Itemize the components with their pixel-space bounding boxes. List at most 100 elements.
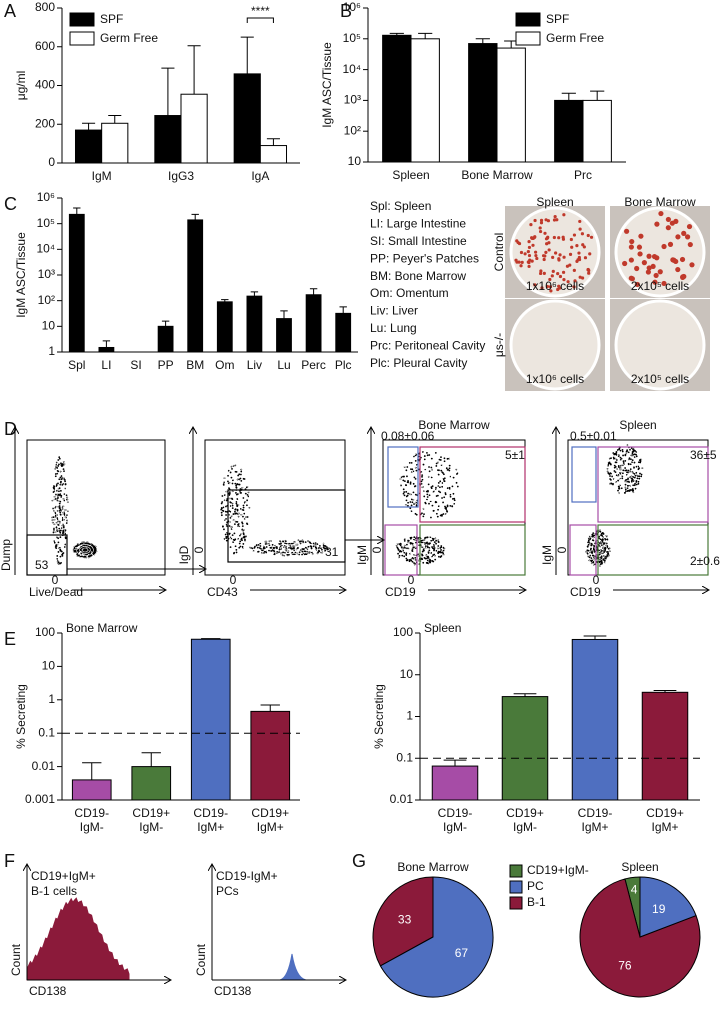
contour xyxy=(271,544,309,552)
spot xyxy=(550,274,554,278)
event xyxy=(237,523,240,526)
event xyxy=(92,545,95,548)
event xyxy=(617,489,619,492)
x-axis-label: CD19 xyxy=(570,585,601,599)
event xyxy=(236,508,239,511)
plate-column: Bone Marrow xyxy=(624,195,696,209)
bar xyxy=(190,638,231,801)
event xyxy=(442,472,444,474)
event xyxy=(59,549,62,552)
event xyxy=(228,525,231,527)
event xyxy=(632,453,635,456)
event xyxy=(236,498,239,500)
x-tick-label: 0 xyxy=(52,573,59,587)
event xyxy=(421,475,423,478)
spot xyxy=(686,223,693,230)
event xyxy=(438,555,440,558)
event xyxy=(325,546,328,549)
event xyxy=(256,546,259,549)
event xyxy=(298,553,301,556)
event xyxy=(318,544,321,547)
event xyxy=(441,482,444,484)
event xyxy=(451,485,454,488)
event xyxy=(230,476,233,479)
y-tick-label: 0 xyxy=(370,546,384,553)
event xyxy=(635,455,638,458)
event xyxy=(439,514,442,517)
event xyxy=(304,541,307,543)
event xyxy=(445,506,447,509)
plate-column: Spleen xyxy=(536,195,573,209)
gate-label: 2±0.6 xyxy=(690,554,720,568)
event xyxy=(318,547,320,549)
spot xyxy=(557,284,561,288)
y-tick-label: 10⁶ xyxy=(343,0,361,14)
event xyxy=(406,466,409,468)
spot xyxy=(575,244,579,248)
pie-title: Bone Marrow xyxy=(397,860,469,874)
event xyxy=(613,457,615,460)
event xyxy=(89,552,92,554)
spot xyxy=(572,233,577,237)
event xyxy=(303,547,305,550)
event xyxy=(235,484,238,487)
spot xyxy=(646,265,652,271)
spot xyxy=(538,226,542,230)
event xyxy=(234,482,237,485)
event xyxy=(591,559,594,562)
event xyxy=(61,532,64,535)
spot xyxy=(528,258,532,262)
x-tick-label: IgM- xyxy=(513,820,537,834)
event xyxy=(220,511,223,514)
spot xyxy=(532,235,537,239)
event xyxy=(235,492,237,494)
event xyxy=(414,556,417,559)
event xyxy=(58,487,61,490)
x-tick-label: IgA xyxy=(251,169,269,183)
event xyxy=(434,500,437,503)
event xyxy=(303,553,306,556)
event xyxy=(428,546,431,549)
event xyxy=(229,516,232,519)
event xyxy=(58,478,61,481)
spot xyxy=(546,219,551,223)
spot xyxy=(568,252,573,257)
event xyxy=(631,452,634,455)
event xyxy=(443,460,446,463)
spot xyxy=(578,219,582,224)
event xyxy=(234,545,237,548)
y-axis-label: % Secreting xyxy=(372,684,386,749)
spot xyxy=(665,216,672,223)
event xyxy=(64,480,66,483)
event xyxy=(312,542,315,545)
event xyxy=(246,493,249,496)
legend-swatch xyxy=(69,31,95,46)
y-tick-label: 1 xyxy=(48,692,55,706)
event xyxy=(58,502,61,505)
x-tick-label: Om xyxy=(215,358,234,372)
event xyxy=(446,504,449,507)
bar xyxy=(468,43,498,163)
event xyxy=(234,470,237,473)
event xyxy=(409,481,412,484)
bar xyxy=(154,115,182,164)
spot xyxy=(540,286,544,290)
event xyxy=(234,508,237,511)
event xyxy=(415,537,417,540)
event xyxy=(63,470,65,473)
spot xyxy=(651,253,658,260)
event xyxy=(53,485,55,487)
event xyxy=(624,469,627,472)
spot xyxy=(545,284,550,289)
event xyxy=(405,469,408,472)
spot xyxy=(547,248,551,252)
event xyxy=(600,555,603,558)
plate-cell-label: 1x10⁶ cells xyxy=(526,372,584,386)
event xyxy=(443,480,446,483)
contour xyxy=(224,478,246,542)
y-tick-label: 10 xyxy=(400,667,414,681)
y-tick-label: 100 xyxy=(35,625,55,639)
pie-slice xyxy=(372,876,434,967)
event xyxy=(407,504,409,507)
event xyxy=(58,505,61,507)
